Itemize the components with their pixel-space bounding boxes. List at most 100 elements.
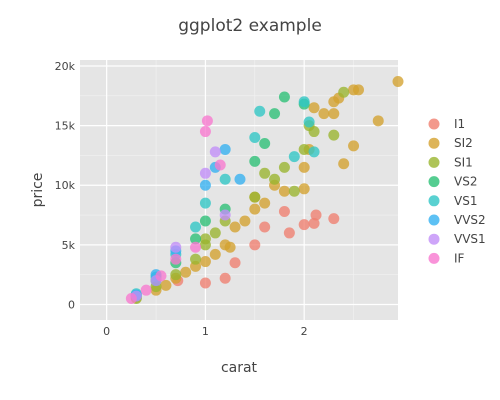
chart-title: ggplot2 example (178, 16, 322, 36)
legend-item: IF (428, 251, 465, 265)
data-point (288, 185, 300, 197)
x-axis-title: carat (221, 360, 258, 376)
legend-marker (428, 233, 440, 245)
y-axis-title: price (30, 173, 46, 208)
data-point (338, 158, 350, 170)
data-point (308, 217, 320, 229)
data-point (303, 116, 315, 128)
legend-label: SI2 (454, 136, 473, 150)
data-point (328, 213, 340, 225)
data-point (278, 185, 290, 197)
data-point (249, 239, 261, 251)
legend-item: VS1 (428, 194, 477, 208)
data-point (249, 203, 261, 215)
legend-item: I1 (428, 117, 465, 131)
legend-label: VVS1 (454, 232, 486, 246)
data-point (160, 279, 172, 291)
data-point (328, 108, 340, 120)
y-tick-label: 20k (55, 60, 76, 73)
data-point (180, 266, 192, 278)
data-point (249, 132, 261, 144)
data-point (199, 233, 211, 245)
data-point (125, 293, 137, 305)
data-point (298, 183, 310, 195)
y-tick-label: 10k (55, 179, 76, 192)
data-point (308, 126, 320, 138)
data-point (199, 215, 211, 227)
data-point (219, 143, 231, 155)
legend: I1 SI2 SI1 VS2 VS1 VVS2 VVS1 IF (428, 117, 486, 265)
data-point (259, 221, 271, 233)
data-point (234, 173, 246, 185)
data-point (269, 108, 281, 120)
legend-item: VS2 (428, 175, 477, 189)
data-point (392, 75, 404, 87)
data-point (348, 140, 360, 152)
data-point (283, 227, 295, 239)
legend-marker (428, 252, 440, 264)
data-point (219, 173, 231, 185)
legend-label: VS1 (454, 194, 477, 208)
data-point (249, 155, 261, 167)
data-point (338, 86, 350, 98)
data-point (190, 253, 202, 265)
data-point (308, 146, 320, 158)
data-point (328, 129, 340, 141)
legend-marker (428, 137, 440, 149)
legend-item: SI1 (428, 155, 473, 169)
data-point (224, 241, 236, 253)
legend-item: SI2 (428, 136, 473, 150)
series-i1 (172, 205, 340, 289)
y-tick-label: 0 (68, 298, 75, 311)
data-point (209, 248, 221, 260)
data-point (259, 167, 271, 179)
legend-marker (428, 176, 440, 188)
legend-label: SI1 (454, 155, 473, 169)
data-point (170, 241, 182, 253)
legend-label: VVS2 (454, 213, 486, 227)
x-tick-label: 0 (103, 325, 110, 338)
data-point (199, 126, 211, 138)
data-point (298, 219, 310, 231)
legend-marker (428, 118, 440, 130)
data-point (352, 84, 364, 96)
data-point (310, 209, 322, 221)
data-point (199, 179, 211, 191)
x-tick-label: 1 (202, 325, 209, 338)
data-point (170, 269, 182, 281)
x-axis-ticks: 0 1 2 (103, 325, 308, 338)
data-point (209, 227, 221, 239)
data-point (170, 253, 182, 265)
data-point (199, 197, 211, 209)
data-point (288, 151, 300, 163)
data-point (298, 143, 310, 155)
data-point (201, 115, 213, 127)
y-axis-ticks: 0 5k 10k 15k 20k (55, 60, 76, 312)
data-point (190, 221, 202, 233)
legend-marker (428, 214, 440, 226)
data-point (259, 137, 271, 149)
data-point (190, 241, 202, 253)
data-point (209, 146, 221, 158)
data-point (298, 161, 310, 173)
data-point (190, 233, 202, 245)
data-point (239, 215, 251, 227)
data-point (214, 159, 226, 171)
legend-item: VVS2 (428, 213, 486, 227)
data-point (254, 105, 266, 117)
data-point (140, 284, 152, 296)
data-point (199, 256, 211, 268)
x-tick-label: 2 (301, 325, 308, 338)
data-point (229, 257, 241, 269)
data-point (199, 277, 211, 289)
series-if (125, 115, 226, 305)
legend-label: IF (454, 251, 465, 265)
data-point (269, 173, 281, 185)
data-point (219, 272, 231, 284)
data-point (318, 108, 330, 120)
legend-label: VS2 (454, 175, 477, 189)
data-point (372, 115, 384, 127)
legend-marker (428, 195, 440, 207)
series-si2 (130, 75, 404, 303)
